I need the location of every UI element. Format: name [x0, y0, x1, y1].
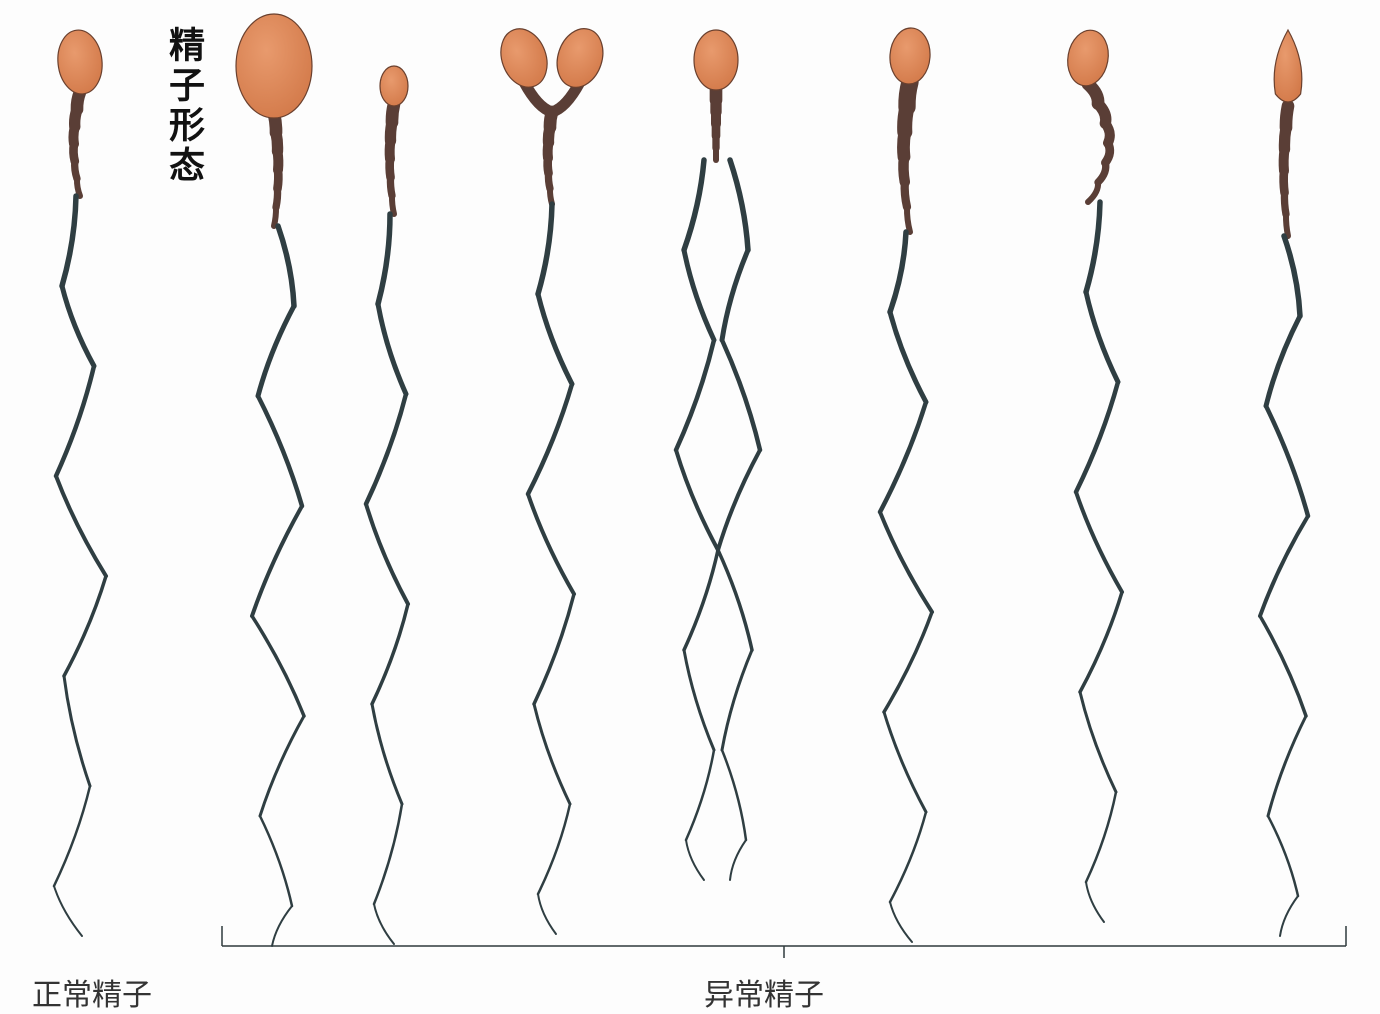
sperm-bent-midpiece	[1063, 27, 1122, 922]
sperm-double-head	[493, 22, 610, 934]
abnormal-bracket	[222, 926, 1346, 958]
sperm-large-head	[236, 14, 312, 946]
sperm-double-tail	[676, 30, 760, 880]
sperm-normal	[54, 28, 106, 936]
diagram-stage	[0, 0, 1380, 1012]
sperm-thick-midpiece	[880, 27, 932, 942]
sperm-tapered-head	[1260, 30, 1308, 936]
sperm-small-head	[366, 66, 408, 944]
